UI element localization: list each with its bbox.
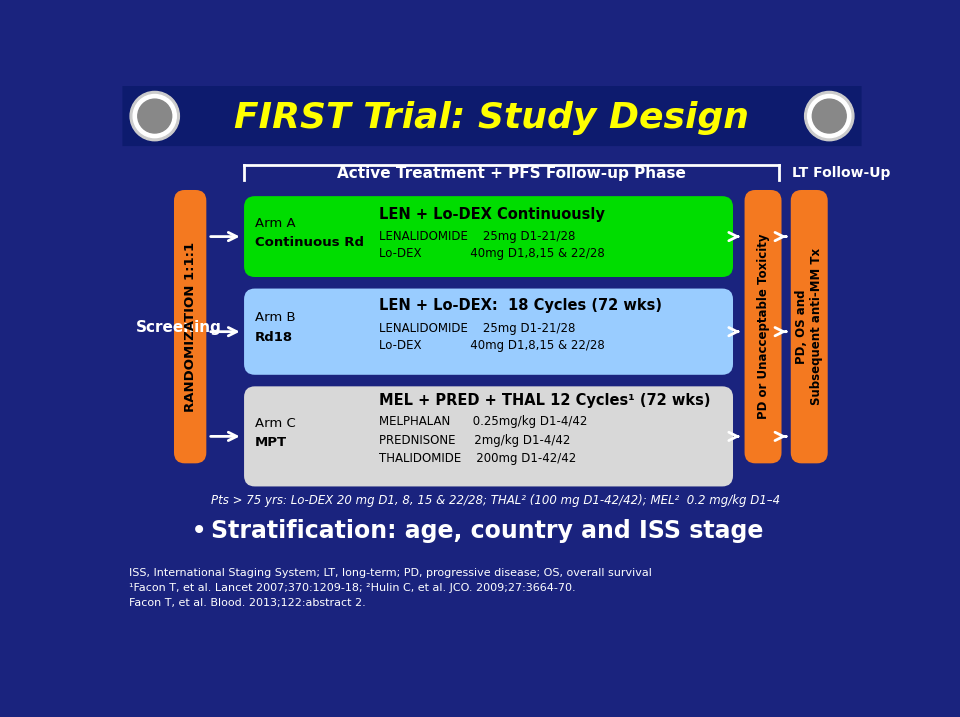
Text: LEN + Lo-DEX Continuously: LEN + Lo-DEX Continuously: [379, 207, 605, 222]
FancyBboxPatch shape: [745, 190, 781, 463]
FancyBboxPatch shape: [174, 190, 206, 463]
Circle shape: [807, 95, 851, 138]
Circle shape: [804, 92, 853, 141]
Text: LEN + Lo-DEX:  18 Cycles (72 wks): LEN + Lo-DEX: 18 Cycles (72 wks): [379, 298, 661, 313]
Text: LT Follow-Up: LT Follow-Up: [792, 166, 891, 180]
Text: Arm B: Arm B: [254, 311, 296, 324]
Text: MELPHALAN      0.25mg/kg D1-4/42: MELPHALAN 0.25mg/kg D1-4/42: [379, 415, 588, 428]
Text: Stratification: age, country and ISS stage: Stratification: age, country and ISS sta…: [211, 519, 763, 543]
Text: PD or Unacceptable Toxicity: PD or Unacceptable Toxicity: [756, 234, 770, 419]
FancyBboxPatch shape: [244, 288, 733, 375]
Text: Arm A: Arm A: [254, 217, 296, 229]
Circle shape: [138, 99, 172, 133]
Text: ISS, International Staging System; LT, long-term; PD, progressive disease; OS, o: ISS, International Staging System; LT, l…: [129, 568, 652, 578]
FancyBboxPatch shape: [123, 86, 861, 146]
FancyBboxPatch shape: [244, 196, 733, 277]
Text: Pts > 75 yrs: Lo-DEX 20 mg D1, 8, 15 & 22/28; THAL² (100 mg D1-42/42); MEL²  0.2: Pts > 75 yrs: Lo-DEX 20 mg D1, 8, 15 & 2…: [211, 494, 780, 507]
Text: THALIDOMIDE    200mg D1-42/42: THALIDOMIDE 200mg D1-42/42: [379, 452, 576, 465]
Circle shape: [812, 99, 846, 133]
Text: Active Treatment + PFS Follow-up Phase: Active Treatment + PFS Follow-up Phase: [337, 166, 685, 181]
Text: LENALIDOMIDE    25mg D1-21/28: LENALIDOMIDE 25mg D1-21/28: [379, 322, 575, 335]
Text: LENALIDOMIDE    25mg D1-21/28: LENALIDOMIDE 25mg D1-21/28: [379, 229, 575, 242]
Text: MEL + PRED + THAL 12 Cycles¹ (72 wks): MEL + PRED + THAL 12 Cycles¹ (72 wks): [379, 393, 710, 408]
Text: ¹Facon T, et al. Lancet 2007;370:1209-18; ²Hulin C, et al. JCO. 2009;27:3664-70.: ¹Facon T, et al. Lancet 2007;370:1209-18…: [129, 583, 575, 593]
Text: PD, OS and
Subsequent anti-MM Tx: PD, OS and Subsequent anti-MM Tx: [795, 248, 824, 405]
Text: •: •: [191, 517, 207, 545]
Text: Lo-DEX             40mg D1,8,15 & 22/28: Lo-DEX 40mg D1,8,15 & 22/28: [379, 339, 605, 352]
Text: RANDOMIZATION 1:1:1: RANDOMIZATION 1:1:1: [183, 242, 197, 412]
Text: PREDNISONE     2mg/kg D1-4/42: PREDNISONE 2mg/kg D1-4/42: [379, 434, 570, 447]
Circle shape: [131, 92, 180, 141]
Text: MPT: MPT: [254, 436, 287, 449]
Text: Rd18: Rd18: [254, 331, 293, 343]
Text: Arm C: Arm C: [254, 417, 296, 429]
FancyBboxPatch shape: [791, 190, 828, 463]
Circle shape: [133, 95, 177, 138]
Text: Facon T, et al. Blood. 2013;122:abstract 2.: Facon T, et al. Blood. 2013;122:abstract…: [129, 599, 366, 609]
FancyBboxPatch shape: [244, 386, 733, 486]
Text: Screening: Screening: [136, 320, 222, 335]
Text: Lo-DEX             40mg D1,8,15 & 22/28: Lo-DEX 40mg D1,8,15 & 22/28: [379, 247, 605, 260]
Text: Continuous Rd: Continuous Rd: [254, 236, 364, 249]
Text: FIRST Trial: Study Design: FIRST Trial: Study Design: [234, 101, 750, 136]
